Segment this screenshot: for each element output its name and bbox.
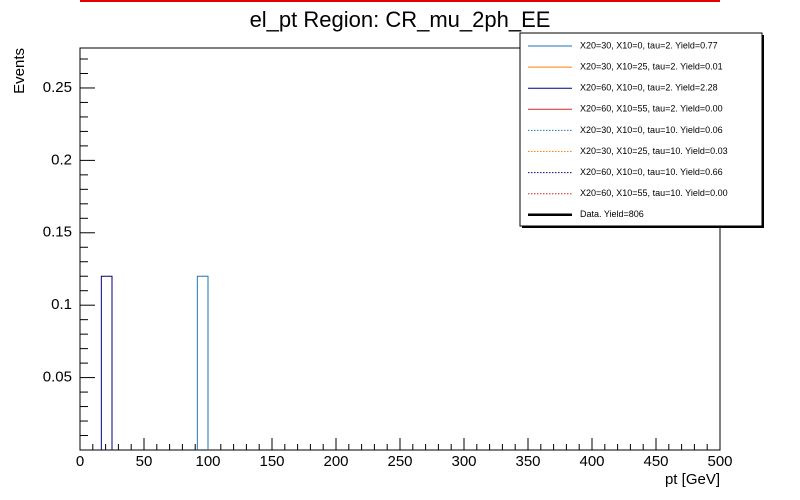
x-axis-label: pt [GeV] — [665, 471, 720, 488]
legend-label: Data. Yield=806 — [580, 209, 644, 219]
legend-label: X20=60, X10=0, tau=2. Yield=2.28 — [580, 83, 718, 93]
legend-box — [519, 32, 763, 227]
legend-label: X20=30, X10=0, tau=2. Yield=0.77 — [580, 40, 718, 50]
x-tick-label: 0 — [76, 453, 84, 470]
legend-label: X20=30, X10=25, tau=2. Yield=0.01 — [580, 61, 723, 71]
x-tick-label: 250 — [387, 453, 412, 470]
y-tick-label: 0.15 — [43, 224, 72, 241]
histogram-bar — [100, 275, 113, 450]
histogram-bar — [196, 275, 209, 450]
x-tick-label: 400 — [579, 453, 604, 470]
y-tick-label: 0.05 — [43, 369, 72, 386]
x-tick-label: 300 — [451, 453, 476, 470]
legend-label: X20=60, X10=55, tau=10. Yield=0.00 — [580, 188, 728, 198]
x-tick-label: 50 — [136, 453, 153, 470]
legend-label: X20=60, X10=55, tau=2. Yield=0.00 — [580, 104, 723, 114]
x-tick-label: 200 — [323, 453, 348, 470]
y-tick-label: 0.1 — [51, 296, 72, 313]
x-tick-label: 100 — [195, 453, 220, 470]
y-tick-label: 0.25 — [43, 79, 72, 96]
x-tick-label: 150 — [259, 453, 284, 470]
x-tick-label: 350 — [515, 453, 540, 470]
y-axis-label: Events — [11, 48, 28, 94]
legend-label: X20=30, X10=25, tau=10. Yield=0.03 — [580, 146, 728, 156]
x-tick-label: 500 — [707, 453, 732, 470]
chart-title: el_pt Region: CR_mu_2ph_EE — [250, 7, 551, 32]
y-tick-label: 0.2 — [51, 151, 72, 168]
legend-label: X20=30, X10=0, tau=10. Yield=0.06 — [580, 125, 723, 135]
legend-label: X20=60, X10=0, tau=10. Yield=0.66 — [580, 167, 723, 177]
x-tick-label: 450 — [643, 453, 668, 470]
